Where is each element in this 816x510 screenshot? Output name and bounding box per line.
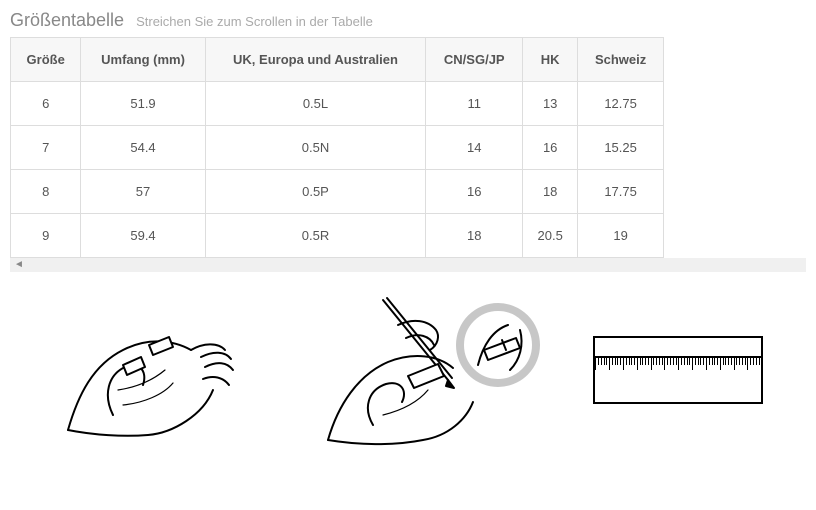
- size-table: Größe Umfang (mm) UK, Europa und Austral…: [10, 37, 664, 258]
- table-header-row: Größe Umfang (mm) UK, Europa und Austral…: [11, 38, 664, 82]
- cell: 51.9: [81, 82, 205, 126]
- scroll-left-icon[interactable]: ◄: [14, 258, 24, 272]
- cell: 54.4: [81, 126, 205, 170]
- cell: 0.5N: [205, 126, 426, 170]
- cell: 11: [426, 82, 523, 126]
- illustration-row: [10, 290, 806, 450]
- cell: 20.5: [523, 214, 578, 258]
- cell: 9: [11, 214, 81, 258]
- ruler-icon: [593, 336, 763, 404]
- cell: 14: [426, 126, 523, 170]
- title-row: Größentabelle Streichen Sie zum Scrollen…: [10, 10, 806, 31]
- page-title: Größentabelle: [10, 10, 124, 31]
- cell: 0.5L: [205, 82, 426, 126]
- cell: 18: [426, 214, 523, 258]
- cell: 16: [523, 126, 578, 170]
- cell: 17.75: [578, 170, 664, 214]
- magnifier-icon: [460, 307, 536, 383]
- cell: 18: [523, 170, 578, 214]
- cell: 19: [578, 214, 664, 258]
- table-row: 9 59.4 0.5R 18 20.5 19: [11, 214, 664, 258]
- cell: 8: [11, 170, 81, 214]
- horizontal-scrollbar[interactable]: ◄: [10, 258, 806, 272]
- cell: 13: [523, 82, 578, 126]
- cell: 0.5P: [205, 170, 426, 214]
- table-row: 8 57 0.5P 16 18 17.75: [11, 170, 664, 214]
- col-cn: CN/SG/JP: [426, 38, 523, 82]
- cell: 59.4: [81, 214, 205, 258]
- col-size: Größe: [11, 38, 81, 82]
- cell: 16: [426, 170, 523, 214]
- cell: 7: [11, 126, 81, 170]
- cell: 57: [81, 170, 205, 214]
- size-table-scroll[interactable]: Größe Umfang (mm) UK, Europa und Austral…: [10, 37, 806, 258]
- col-hk: HK: [523, 38, 578, 82]
- table-row: 6 51.9 0.5L 11 13 12.75: [11, 82, 664, 126]
- cell: 0.5R: [205, 214, 426, 258]
- page-subtitle: Streichen Sie zum Scrollen in der Tabell…: [136, 14, 373, 29]
- col-uk: UK, Europa und Australien: [205, 38, 426, 82]
- col-umfang: Umfang (mm): [81, 38, 205, 82]
- hand-marking-icon: [288, 290, 548, 450]
- hand-strip-icon: [53, 295, 243, 445]
- cell: 12.75: [578, 82, 664, 126]
- cell: 6: [11, 82, 81, 126]
- col-ch: Schweiz: [578, 38, 664, 82]
- cell: 15.25: [578, 126, 664, 170]
- table-row: 7 54.4 0.5N 14 16 15.25: [11, 126, 664, 170]
